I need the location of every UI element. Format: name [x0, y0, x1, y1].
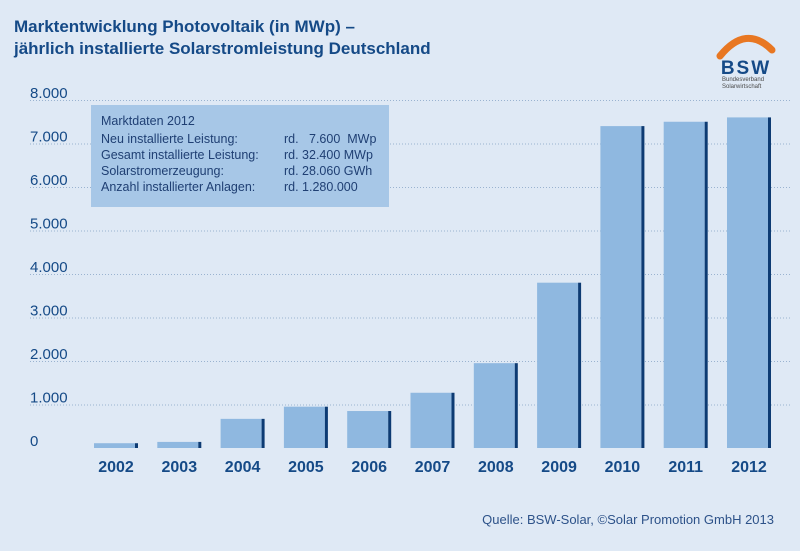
market-data-row: Neu installierte Leistung: rd. 7.600 MWp	[101, 131, 381, 147]
bar-edge-2008	[514, 363, 518, 448]
x-tick-label: 2002	[98, 459, 134, 476]
bar-2004	[220, 418, 262, 448]
bar-layer	[94, 117, 771, 449]
y-tick-label: 4.000	[30, 259, 68, 276]
x-tick-label: 2005	[288, 459, 324, 476]
market-data-label: Solarstromerzeugung:	[101, 164, 224, 178]
market-data-box: Marktdaten 2012 Neu installierte Leistun…	[91, 105, 389, 207]
x-tick-label: 2006	[351, 459, 387, 476]
title-line-1: Marktentwicklung Photovoltaik (in MWp) –	[14, 17, 355, 36]
logo-subtitle-line-1: Bundesverband	[722, 77, 765, 83]
x-tick-label: 2004	[225, 459, 261, 476]
bar-2006	[347, 411, 389, 448]
market-data-value: rd. 1.280.000	[284, 180, 358, 194]
y-tick-label: 0	[30, 433, 38, 450]
bar-2007	[410, 392, 452, 448]
chart-title: Marktentwicklung Photovoltaik (in MWp) –…	[14, 16, 431, 60]
market-data-value: rd. 7.600 MWp	[284, 132, 377, 146]
bar-edge-2007	[451, 392, 455, 448]
bar-edge-2012	[768, 117, 771, 449]
bsw-logo-text: BSW	[721, 58, 771, 78]
bar-2005	[283, 406, 325, 448]
y-tick-label: 7.000	[30, 129, 68, 146]
bar-edge-2006	[388, 411, 392, 448]
bar-edge-2002	[135, 443, 138, 448]
bar-2008	[473, 363, 515, 448]
bar-2012	[727, 117, 768, 449]
bar-edge-2010	[641, 126, 645, 448]
bar-2009	[537, 282, 579, 448]
y-tick-labels: 0 1.000 2.000 3.000 4.000 5.000 6.000 7.000 8.00…	[30, 85, 68, 450]
market-data-row: Solarstromerzeugung: rd. 28.060 GWh	[101, 163, 381, 179]
market-data-row: Gesamt installierte Leistung: rd. 32.400…	[101, 147, 381, 163]
y-tick-label: 8.000	[30, 85, 68, 102]
bsw-logo: BSW Bundesverband Solarwirtschaft	[714, 26, 778, 92]
bsw-logo-subtitle: Bundesverband Solarwirtschaft	[722, 77, 782, 91]
market-data-label: Neu installierte Leistung:	[101, 132, 238, 146]
market-data-title: Marktdaten 2012	[101, 114, 195, 128]
market-data-value: rd. 32.400 MWp	[284, 148, 373, 162]
market-data-row: Anzahl installierter Anlagen: rd. 1.280.…	[101, 179, 381, 195]
x-tick-labels: 2002 2003 2004 2005 2006 2007 2008 2009 2010 2011…	[98, 459, 767, 476]
y-tick-label: 1.000	[30, 390, 68, 407]
y-tick-label: 6.000	[30, 172, 68, 189]
source-note: Quelle: BSW-Solar, ©Solar Promotion GmbH…	[482, 512, 774, 527]
bar-2010	[600, 126, 642, 448]
market-data-label: Anzahl installierter Anlagen:	[101, 180, 256, 194]
y-tick-label: 2.000	[30, 346, 68, 363]
bar-edge-2004	[261, 418, 265, 448]
bar-2011	[663, 121, 705, 448]
title-line-2: jährlich installierte Solarstromleistung…	[14, 39, 431, 58]
x-tick-label: 2003	[162, 459, 198, 476]
logo-subtitle-line-2: Solarwirtschaft	[722, 84, 762, 90]
bsw-logo-icon: BSW	[716, 34, 776, 78]
x-tick-label: 2007	[415, 459, 451, 476]
y-tick-label: 5.000	[30, 216, 68, 233]
bar-edge-2005	[324, 406, 328, 448]
x-tick-label: 2008	[478, 459, 514, 476]
bar-edge-2009	[578, 282, 582, 448]
bar-edge-2011	[704, 121, 708, 448]
x-tick-label: 2012	[731, 459, 767, 476]
x-tick-label: 2011	[668, 459, 703, 476]
x-tick-label: 2010	[605, 459, 641, 476]
bar-edge-2003	[198, 441, 202, 448]
market-data-value: rd. 28.060 GWh	[284, 164, 373, 178]
bar-2003	[157, 441, 199, 448]
x-tick-label: 2009	[541, 459, 577, 476]
y-tick-label: 3.000	[30, 303, 68, 320]
market-data-label: Gesamt installierte Leistung:	[101, 148, 259, 162]
bar-2002	[94, 443, 135, 448]
